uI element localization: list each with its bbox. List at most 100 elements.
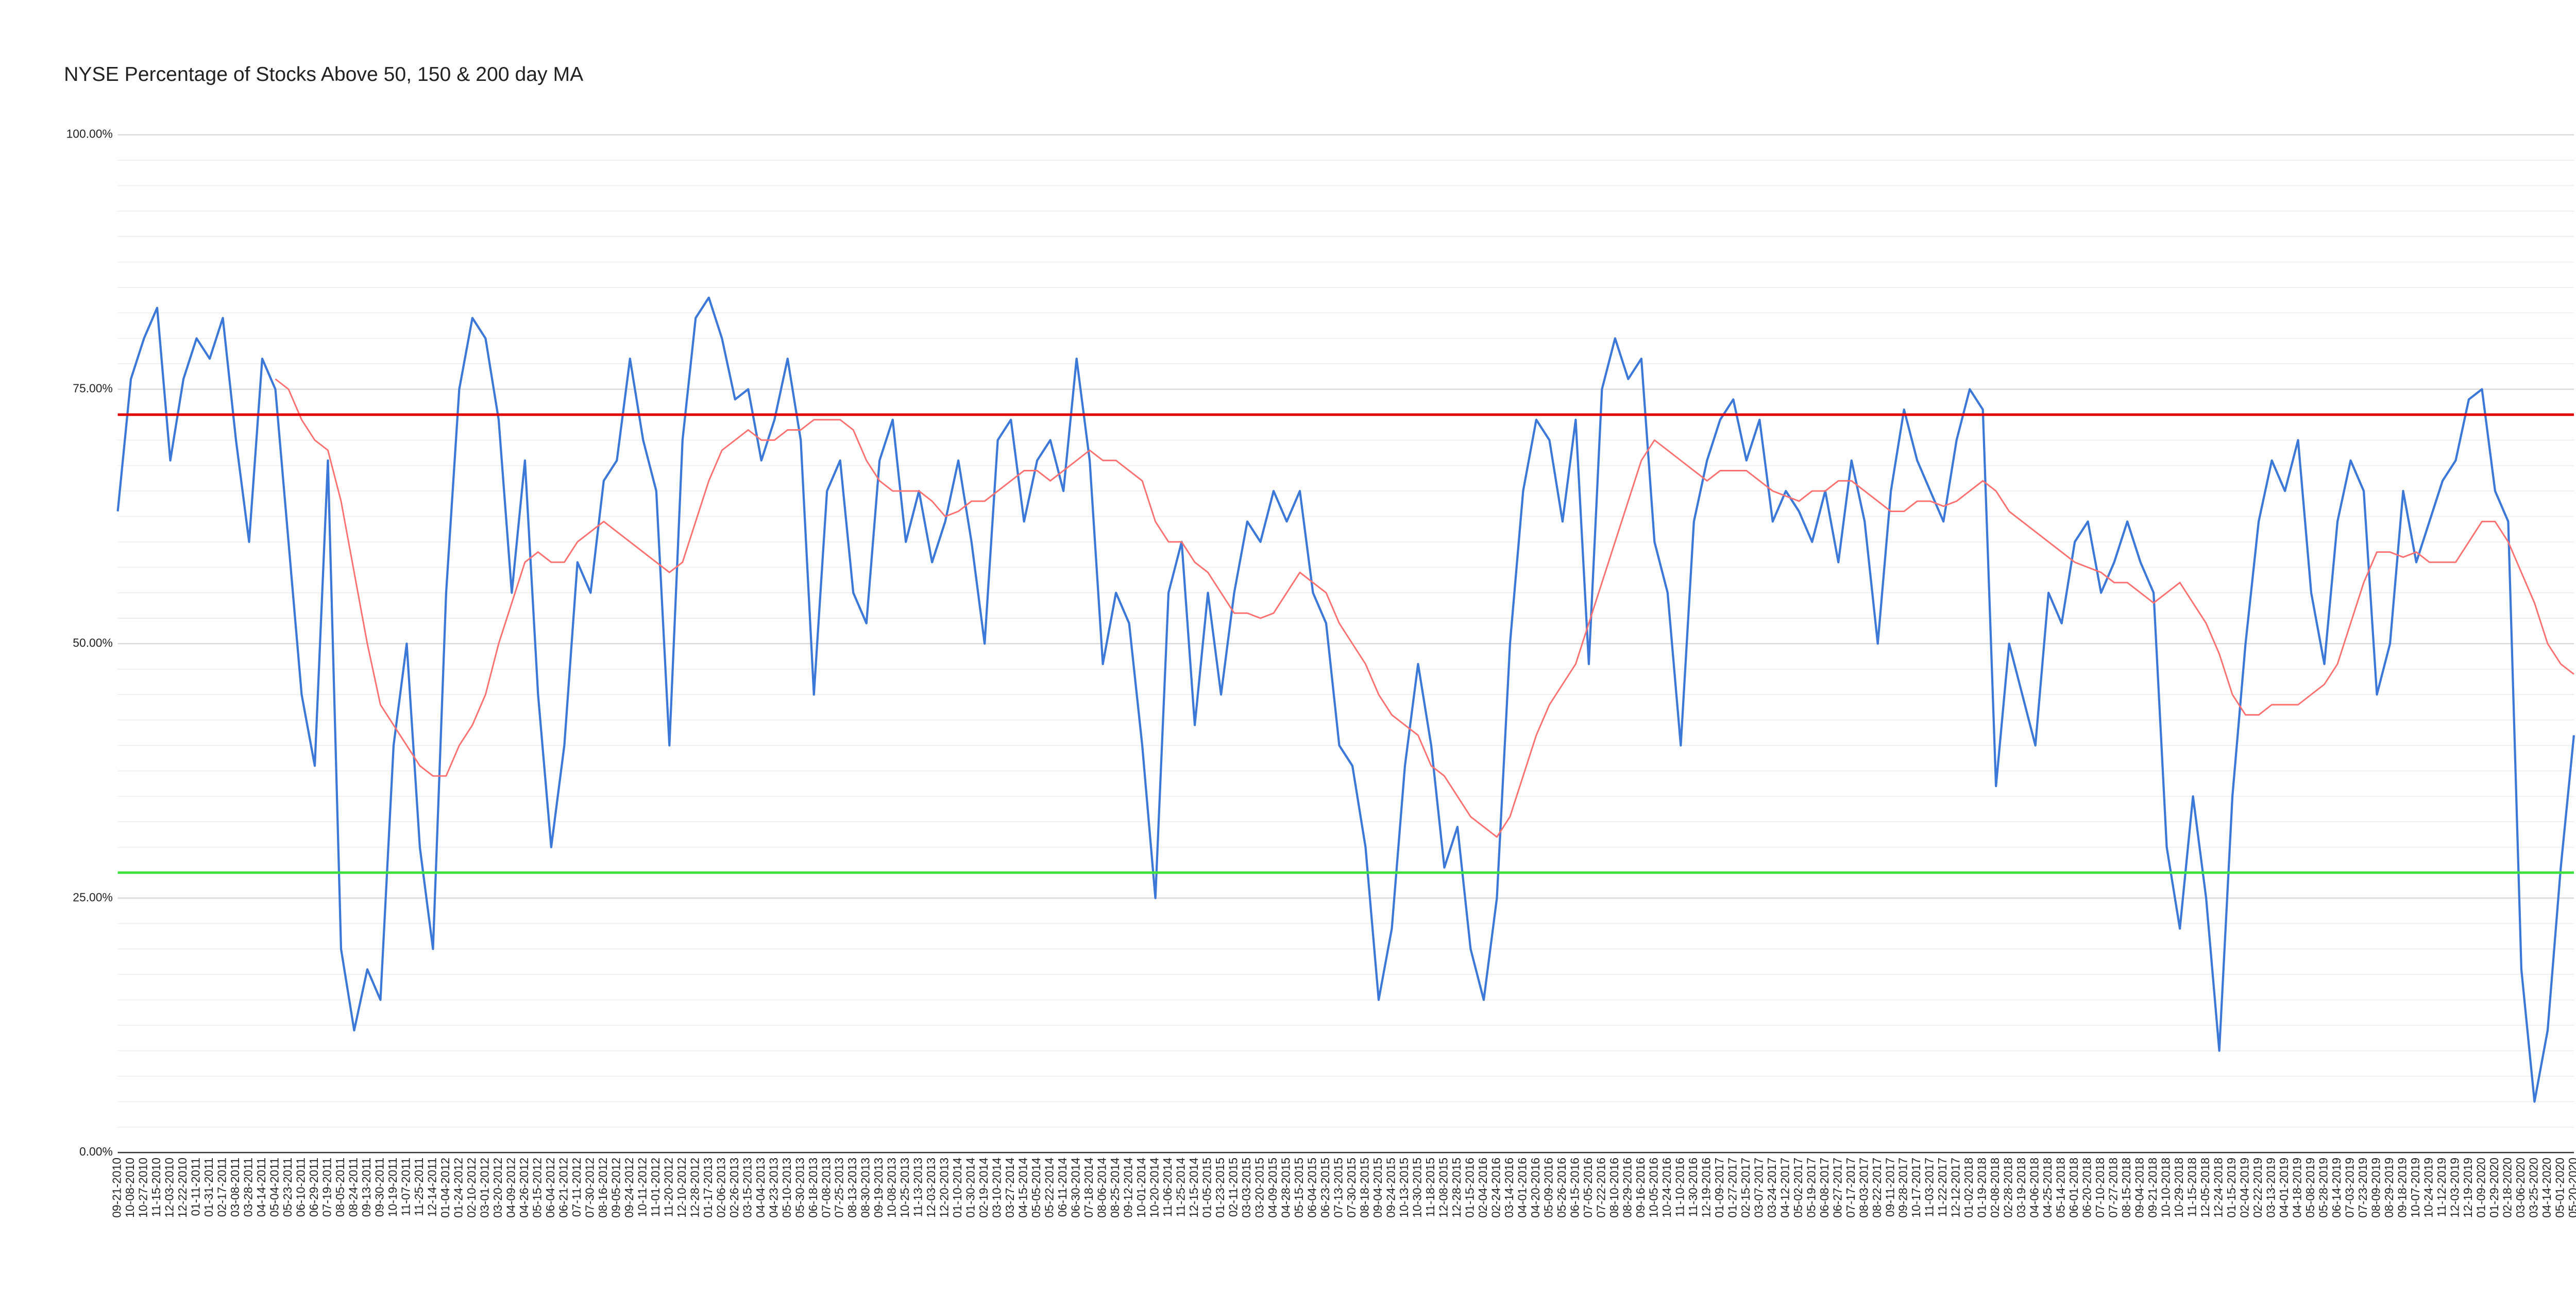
x-tick-label: 07-10-2018 bbox=[2093, 1158, 2107, 1218]
x-tick-label: 01-30-2014 bbox=[964, 1158, 977, 1218]
x-tick-label: 11-15-2018 bbox=[2185, 1158, 2199, 1217]
x-tick-label: 02-15-2017 bbox=[1739, 1158, 1752, 1218]
x-tick-label: 05-28-2019 bbox=[2317, 1158, 2330, 1218]
x-tick-label: 06-01-2018 bbox=[2067, 1158, 2080, 1218]
x-tick-label: 10-08-2013 bbox=[885, 1158, 899, 1218]
x-tick-label: 05-15-2012 bbox=[530, 1158, 544, 1218]
x-tick-label: 11-07-2011 bbox=[399, 1158, 412, 1216]
x-tick-label: 06-20-2018 bbox=[2080, 1158, 2094, 1218]
x-tick-label: 06-15-2016 bbox=[1568, 1158, 1581, 1218]
x-tick-label: 01-23-2015 bbox=[1213, 1158, 1227, 1218]
x-tick-label: 12-05-2018 bbox=[2198, 1158, 2212, 1218]
x-tick-label: 04-18-2019 bbox=[2291, 1158, 2304, 1218]
series-line bbox=[275, 378, 2574, 838]
x-tick-label: 10-13-2015 bbox=[1397, 1158, 1411, 1218]
x-tick-label: 11-15-2010 bbox=[149, 1158, 163, 1217]
x-tick-label: 12-08-2015 bbox=[1436, 1158, 1450, 1218]
series-line bbox=[116, 296, 2575, 1103]
x-tick-label: 11-01-2012 bbox=[649, 1158, 662, 1217]
x-tick-label: 03-13-2019 bbox=[2264, 1158, 2278, 1218]
x-tick-label: 08-29-2019 bbox=[2382, 1158, 2396, 1218]
x-tick-label: 02-26-2013 bbox=[727, 1158, 741, 1218]
x-tick-label: 06-04-2015 bbox=[1306, 1158, 1319, 1218]
x-tick-label: 09-21-2010 bbox=[110, 1158, 124, 1218]
x-tick-label: 05-23-2011 bbox=[281, 1158, 294, 1217]
x-tick-label: 12-03-2019 bbox=[2448, 1158, 2462, 1218]
x-tick-label: 10-27-2010 bbox=[137, 1158, 150, 1218]
x-tick-label: 04-26-2012 bbox=[517, 1158, 531, 1218]
x-tick-label: 02-28-2018 bbox=[2002, 1158, 2015, 1218]
x-tick-label: 10-25-2013 bbox=[898, 1158, 911, 1218]
x-tick-label: 08-05-2011 bbox=[333, 1158, 347, 1217]
x-tick-label: 12-28-2015 bbox=[1450, 1158, 1463, 1218]
x-tick-label: 02-24-2016 bbox=[1489, 1158, 1502, 1218]
x-tick-label: 07-08-2013 bbox=[819, 1158, 833, 1218]
x-tick-label: 10-19-2011 bbox=[386, 1158, 399, 1217]
x-tick-label: 11-12-2019 bbox=[2435, 1158, 2448, 1217]
x-tick-label: 10-10-2018 bbox=[2159, 1158, 2173, 1218]
x-tick-label: 03-06-2020 bbox=[2514, 1158, 2527, 1218]
x-tick-label: 06-29-2011 bbox=[307, 1158, 320, 1217]
x-tick-label: 04-15-2014 bbox=[1016, 1158, 1030, 1218]
x-tick-label: 07-30-2015 bbox=[1345, 1158, 1358, 1218]
x-tick-label: 04-06-2018 bbox=[2028, 1158, 2041, 1218]
x-tick-label: 04-28-2015 bbox=[1279, 1158, 1293, 1218]
x-tick-label: 11-06-2014 bbox=[1161, 1158, 1174, 1217]
x-tick-label: 06-18-2013 bbox=[806, 1158, 820, 1218]
x-tick-label: 07-25-2013 bbox=[833, 1158, 846, 1218]
x-tick-label: 02-11-2015 bbox=[1227, 1158, 1240, 1217]
x-tick-label: 06-14-2019 bbox=[2330, 1158, 2343, 1218]
x-tick-label: 04-23-2013 bbox=[767, 1158, 780, 1218]
x-tick-label: 10-07-2019 bbox=[2409, 1158, 2422, 1218]
x-tick-label: 05-10-2013 bbox=[780, 1158, 793, 1218]
x-tick-label: 03-20-2012 bbox=[491, 1158, 504, 1218]
x-tick-label: 10-24-2016 bbox=[1660, 1158, 1673, 1218]
x-tick-label: 06-23-2015 bbox=[1318, 1158, 1332, 1218]
x-tick-label: 12-03-2013 bbox=[924, 1158, 938, 1218]
y-tick-label: 50.00% bbox=[73, 636, 112, 649]
x-tick-label: 03-10-2014 bbox=[990, 1158, 1004, 1218]
x-tick-label: 12-20-2013 bbox=[938, 1158, 951, 1218]
x-tick-label: 08-30-2013 bbox=[859, 1158, 872, 1218]
x-tick-label: 03-01-2012 bbox=[478, 1158, 491, 1218]
x-tick-label: 12-03-2010 bbox=[163, 1158, 176, 1218]
x-tick-label: 08-18-2015 bbox=[1358, 1158, 1371, 1218]
x-tick-label: 11-30-2016 bbox=[1686, 1158, 1700, 1217]
x-tick-label: 05-02-2017 bbox=[1791, 1158, 1805, 1218]
x-tick-label: 08-03-2017 bbox=[1857, 1158, 1870, 1218]
x-tick-label: 01-27-2017 bbox=[1725, 1158, 1739, 1218]
x-tick-label: 01-11-2011 bbox=[189, 1158, 202, 1216]
x-tick-label: 09-05-2012 bbox=[609, 1158, 622, 1218]
x-tick-label: 12-15-2014 bbox=[1187, 1158, 1200, 1218]
x-tick-label: 06-21-2012 bbox=[556, 1158, 570, 1218]
x-tick-label: 07-13-2015 bbox=[1332, 1158, 1345, 1218]
x-tick-label: 09-13-2011 bbox=[360, 1158, 373, 1217]
x-tick-label: 11-18-2015 bbox=[1423, 1158, 1437, 1217]
x-tick-label: 03-25-2020 bbox=[2527, 1158, 2540, 1218]
x-tick-label: 02-04-2019 bbox=[2238, 1158, 2251, 1218]
x-tick-label: 11-13-2013 bbox=[911, 1158, 925, 1217]
x-tick-label: 05-30-2013 bbox=[793, 1158, 806, 1218]
x-tick-label: 09-12-2014 bbox=[1122, 1158, 1135, 1218]
chart-title: NYSE Percentage of Stocks Above 50, 150 … bbox=[64, 63, 584, 86]
y-tick-label: 100.00% bbox=[66, 127, 113, 141]
x-tick-label: 06-04-2012 bbox=[544, 1158, 557, 1218]
x-tick-label: 12-14-2011 bbox=[425, 1158, 438, 1217]
y-tick-label: 25.00% bbox=[73, 890, 112, 904]
x-tick-label: 01-19-2018 bbox=[1975, 1158, 1989, 1218]
x-tick-label: 05-26-2016 bbox=[1555, 1158, 1568, 1218]
x-tick-label: 08-29-2016 bbox=[1620, 1158, 1634, 1218]
x-tick-label: 02-18-2020 bbox=[2500, 1158, 2514, 1218]
x-tick-label: 03-19-2018 bbox=[2014, 1158, 2028, 1218]
x-tick-label: 05-08-2019 bbox=[2303, 1158, 2317, 1218]
x-tick-label: 01-10-2014 bbox=[951, 1158, 964, 1218]
x-tick-label: 11-03-2017 bbox=[1923, 1158, 1936, 1217]
x-tick-label: 06-11-2014 bbox=[1056, 1158, 1069, 1217]
x-tick-label: 07-22-2016 bbox=[1594, 1158, 1607, 1218]
x-tick-label: 07-05-2016 bbox=[1581, 1158, 1595, 1218]
x-tick-label: 10-24-2019 bbox=[2422, 1158, 2435, 1218]
x-tick-label: 04-25-2018 bbox=[2041, 1158, 2054, 1218]
x-tick-label: 11-20-2012 bbox=[662, 1158, 675, 1217]
x-tick-label: 10-01-2014 bbox=[1134, 1158, 1148, 1218]
